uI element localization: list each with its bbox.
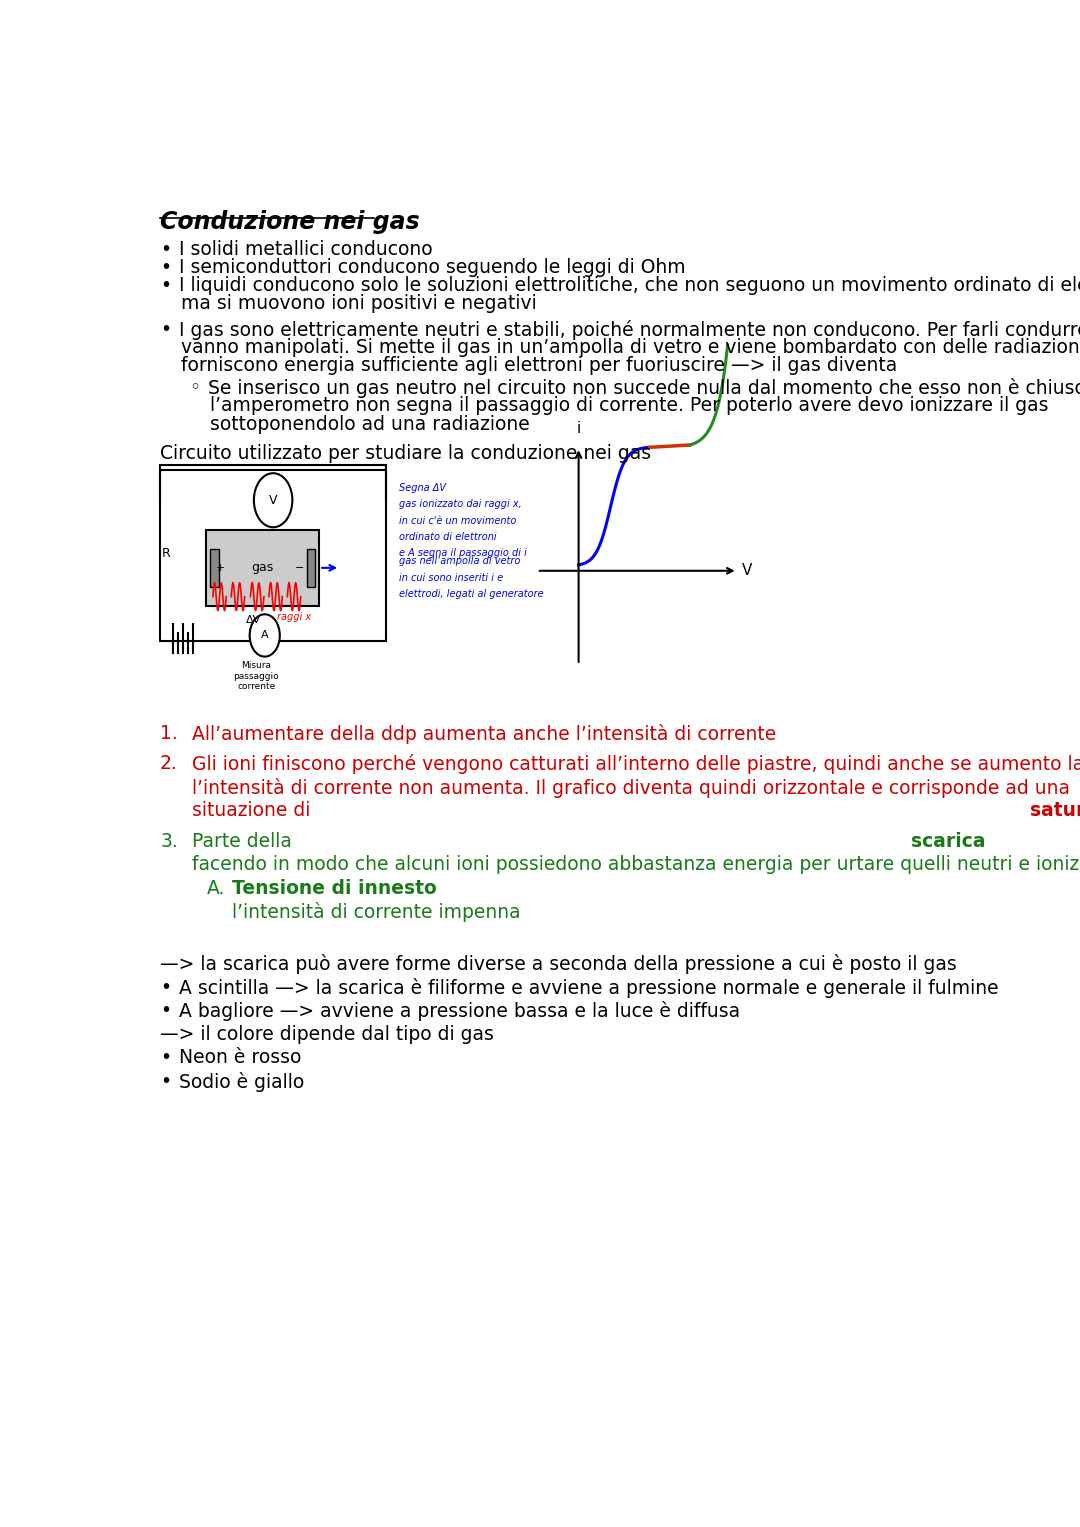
Text: ◦: ◦ <box>189 379 201 397</box>
Text: +: + <box>216 563 226 573</box>
Text: •: • <box>160 319 172 339</box>
Text: •: • <box>160 1072 172 1090</box>
Text: Circuito utilizzato per studiare la conduzione nei gas: Circuito utilizzato per studiare la cond… <box>160 444 651 463</box>
Bar <box>307 548 315 586</box>
Text: raggi x: raggi x <box>278 612 311 621</box>
Text: •: • <box>160 977 172 997</box>
Text: A scintilla —> la scarica è filiforme e avviene a pressione normale e generale i: A scintilla —> la scarica è filiforme e … <box>178 977 998 997</box>
Circle shape <box>249 614 280 657</box>
Text: I gas sono elettricamente neutri e stabili, poiché normalmente non conducono. Pe: I gas sono elettricamente neutri e stabi… <box>178 319 1080 341</box>
Text: I liquidi conducono solo le soluzioni elettrolitiche, che non seguono un movimen: I liquidi conducono solo le soluzioni el… <box>178 276 1080 295</box>
Text: R: R <box>162 547 171 559</box>
Text: •: • <box>160 276 172 295</box>
Text: l’intensità di corrente impenna: l’intensità di corrente impenna <box>232 902 521 922</box>
Text: A bagliore —> avviene a pressione bassa e la luce è diffusa: A bagliore —> avviene a pressione bassa … <box>178 1002 740 1022</box>
Text: •: • <box>160 1002 172 1020</box>
Text: •: • <box>160 1048 172 1067</box>
Text: 2.: 2. <box>160 754 178 773</box>
Bar <box>211 548 218 586</box>
Text: Conduzione nei gas: Conduzione nei gas <box>160 211 420 234</box>
Text: ma si muovono ioni positivi e negativi: ma si muovono ioni positivi e negativi <box>181 295 537 313</box>
Text: —> la scarica può avere forme diverse a seconda della pressione a cui è posto il: —> la scarica può avere forme diverse a … <box>160 954 957 974</box>
Text: in cui sono inseriti i e: in cui sono inseriti i e <box>399 573 503 582</box>
Text: Gli ioni finiscono perché vengono catturati all’interno delle piastre, quindi an: Gli ioni finiscono perché vengono cattur… <box>192 754 1080 774</box>
Text: Se inserisco un gas neutro nel circuito non succede nulla dal momento che esso n: Se inserisco un gas neutro nel circuito … <box>207 379 1080 399</box>
Text: gas ionizzato dai raggi x,: gas ionizzato dai raggi x, <box>399 499 522 508</box>
Text: •: • <box>160 240 172 258</box>
Circle shape <box>254 473 293 527</box>
Text: e A segna il passaggio di i: e A segna il passaggio di i <box>399 548 527 559</box>
Text: A.: A. <box>207 880 226 898</box>
Text: Segna ΔV: Segna ΔV <box>399 483 446 493</box>
Text: scarica: scarica <box>910 832 985 851</box>
Text: I semiconduttori conducono seguendo le leggi di Ohm: I semiconduttori conducono seguendo le l… <box>178 258 685 276</box>
Text: V: V <box>269 493 278 507</box>
Text: l’amperometro non segna il passaggio di corrente. Per poterlo avere devo ionizza: l’amperometro non segna il passaggio di … <box>211 397 1049 415</box>
Text: 1.: 1. <box>160 724 178 742</box>
Text: sottoponendolo ad una radiazione: sottoponendolo ad una radiazione <box>211 415 530 434</box>
Text: vanno manipolati. Si mette il gas in un’ampolla di vetro e viene bombardato con : vanno manipolati. Si mette il gas in un’… <box>181 337 1080 357</box>
Text: l’intensità di corrente non aumenta. Il grafico diventa quindi orizzontale e cor: l’intensità di corrente non aumenta. Il … <box>192 777 1070 797</box>
Text: 3.: 3. <box>160 832 178 851</box>
Text: gas nell’ampolla di vetro: gas nell’ampolla di vetro <box>399 556 521 567</box>
Text: gas: gas <box>252 562 273 574</box>
Text: Misura
passaggio
corrente: Misura passaggio corrente <box>233 661 279 692</box>
Text: saturazione: saturazione <box>1030 802 1080 820</box>
Text: Parte della: Parte della <box>192 832 298 851</box>
Text: •: • <box>160 258 172 276</box>
Bar <box>160 464 387 641</box>
Text: forniscono energia sufficiente agli elettroni per fuoriuscire —> il gas diventa: forniscono energia sufficiente agli elet… <box>181 356 903 376</box>
Text: i: i <box>577 420 581 435</box>
Text: in cui c'è un movimento: in cui c'è un movimento <box>399 516 516 525</box>
Text: facendo in modo che alcuni ioni possiedono abbastanza energia per urtare quelli : facendo in modo che alcuni ioni possiedo… <box>192 855 1080 875</box>
Text: elettrodi, legati al generatore: elettrodi, legati al generatore <box>399 589 543 599</box>
Text: A: A <box>261 631 269 640</box>
Text: −: − <box>295 563 305 573</box>
Text: I solidi metallici conducono: I solidi metallici conducono <box>178 240 432 258</box>
Text: ΔV: ΔV <box>246 615 261 626</box>
Text: ordinato di elettroni: ordinato di elettroni <box>399 531 497 542</box>
Bar <box>206 530 320 606</box>
Text: All’aumentare della ddp aumenta anche l’intensità di corrente: All’aumentare della ddp aumenta anche l’… <box>192 724 777 744</box>
Text: V: V <box>742 563 752 579</box>
Text: situazione di: situazione di <box>192 802 316 820</box>
Text: Neon è rosso: Neon è rosso <box>178 1048 301 1067</box>
Text: Tensione di innesto: Tensione di innesto <box>232 880 436 898</box>
Text: Sodio è giallo: Sodio è giallo <box>178 1072 303 1092</box>
Text: —> il colore dipende dal tipo di gas: —> il colore dipende dal tipo di gas <box>160 1025 494 1043</box>
